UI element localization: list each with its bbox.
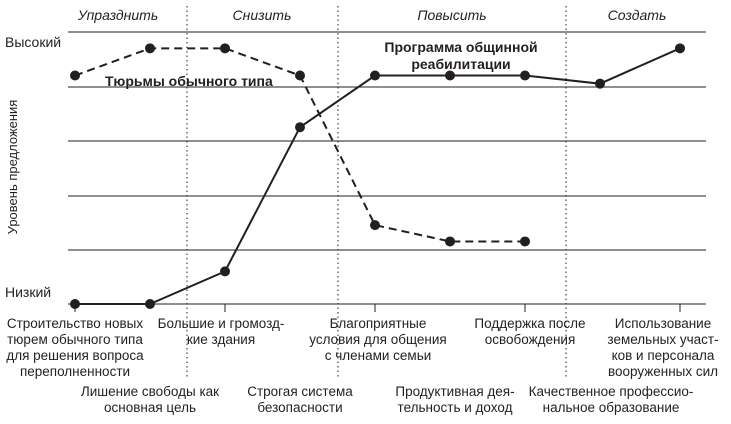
x-tick-label: Лишение свободы как: [81, 384, 219, 399]
data-point: [295, 122, 305, 133]
x-tick-label: Строгая система: [247, 384, 353, 399]
section-header: Снизить: [233, 7, 292, 23]
x-tick-label: земельных участ-: [607, 332, 718, 347]
x-tick-label: кие здания: [187, 332, 255, 347]
x-tick-label: Качественное профессио-: [529, 384, 694, 399]
data-point: [220, 43, 230, 54]
data-point: [145, 43, 155, 54]
series-label-solid: реабилитации: [411, 56, 510, 72]
grid-lines: [68, 31, 706, 305]
x-tick-label: основная цель: [104, 400, 196, 415]
section-header: Создать: [608, 7, 667, 23]
x-tick-label: тельность и доход: [398, 400, 513, 415]
x-tick-label: вооруженных сил: [608, 364, 718, 379]
data-point: [145, 299, 155, 309]
x-tick-label: Продуктивная дея-: [395, 384, 514, 399]
data-point: [675, 43, 685, 54]
x-tick-label: условия для общения: [309, 332, 447, 347]
data-point: [370, 70, 380, 81]
x-tick-label: Благоприятные: [330, 316, 427, 331]
data-point: [70, 70, 80, 81]
data-point: [520, 236, 530, 247]
x-tick-label: для решения вопроса: [6, 348, 144, 363]
section-header: Повысить: [417, 7, 486, 23]
x-tick-label: Строительство новых: [7, 316, 144, 331]
x-tick-label: тюрем обычного типа: [7, 332, 143, 347]
x-tick-label: переполненности: [20, 364, 130, 379]
data-point: [220, 266, 230, 277]
y-tick-label: Высокий: [5, 34, 61, 50]
series-annotations: Тюрьмы обычного типа Программа общиннойре…: [105, 39, 538, 89]
section-dividers: [186, 6, 567, 378]
data-point: [445, 236, 455, 247]
x-tick-label: освобождения: [485, 332, 576, 347]
y-tick-label: Низкий: [5, 284, 51, 300]
x-tick-label: Использование: [615, 316, 711, 331]
series-points: [70, 43, 685, 309]
series-label-solid: Программа общинной: [384, 39, 537, 55]
x-tick-label: Большие и громозд-: [158, 316, 285, 331]
series-label-dashed: Тюрьмы обычного типа: [105, 73, 273, 89]
data-point: [445, 70, 455, 81]
section-headers: Упразднить Снизить Повысить Создать: [77, 7, 667, 23]
data-point: [295, 70, 305, 81]
x-tick-label: ков и персонала: [612, 348, 715, 363]
data-point: [520, 70, 530, 81]
data-point: [595, 78, 605, 89]
x-tick-label: Поддержка после: [474, 316, 585, 331]
section-header: Упразднить: [77, 7, 158, 23]
x-tick-label: нальное образование: [543, 400, 680, 415]
x-tick-label: с членами семьи: [325, 348, 432, 363]
y-axis-title: Уровень предложения: [5, 100, 20, 235]
x-tick-label: безопасности: [257, 400, 342, 415]
y-axis: Высокий Низкий Уровень предложения: [5, 34, 61, 300]
data-point: [370, 220, 380, 231]
